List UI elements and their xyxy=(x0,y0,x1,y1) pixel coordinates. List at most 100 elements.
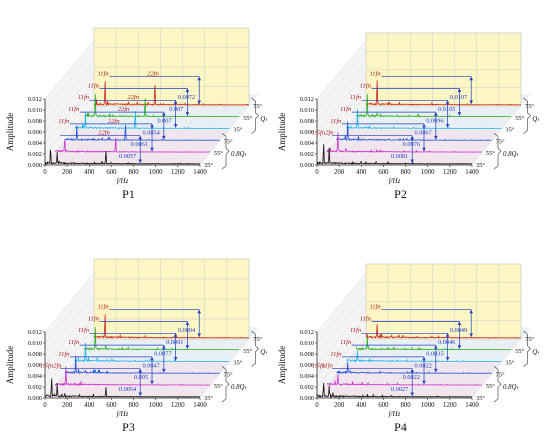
x-tick-label: 1400 xyxy=(193,402,207,409)
group-label: Qₜ xyxy=(260,116,268,123)
grid-line xyxy=(316,94,367,155)
x-tick-label: 200 xyxy=(62,169,73,176)
arrow-head xyxy=(138,159,143,163)
annotation-value: 0.0076 xyxy=(403,141,420,148)
series-line xyxy=(93,314,250,339)
annotation-value: 0.0067 xyxy=(414,129,431,136)
grid-line xyxy=(449,338,500,399)
x-tick-label: 800 xyxy=(128,169,139,176)
annotation-value: 0.0072 xyxy=(178,94,195,101)
y-tick-label: 0.004 xyxy=(28,373,43,380)
series-label: 55° xyxy=(486,150,495,157)
arrow-head xyxy=(173,333,178,337)
arrow-head xyxy=(457,321,462,325)
series-label: 35° xyxy=(476,395,485,402)
x-tick-label: 0 xyxy=(43,402,47,409)
x-tick-label: 0 xyxy=(43,169,47,176)
peak-label: 11fn xyxy=(369,71,381,78)
annotation-value: 0.0027 xyxy=(391,386,408,393)
group-brace xyxy=(251,97,259,134)
peak-label: 22fn xyxy=(108,118,120,125)
floor-band xyxy=(74,117,240,130)
arrow-head xyxy=(185,321,190,325)
grid-line xyxy=(155,338,205,399)
floor-band xyxy=(45,386,210,398)
y-tick-label: 0.010 xyxy=(28,340,42,347)
peak-label: 11fn xyxy=(350,327,362,334)
y-tick-label: 0.000 xyxy=(28,395,42,402)
arrow-head xyxy=(422,147,426,152)
annotation-value: 0.007 xyxy=(157,118,171,125)
series-line xyxy=(336,362,492,375)
group-label: 0.8Qₜ xyxy=(231,151,247,158)
grid-line xyxy=(44,50,95,111)
series-line xyxy=(83,327,240,351)
y-tick-label: 0.002 xyxy=(300,384,314,391)
peak-label: 22fn xyxy=(98,130,110,137)
peak-label: 1.5fn xyxy=(312,130,326,137)
floor-band xyxy=(336,362,502,375)
floor-band xyxy=(54,374,220,387)
y-tick-label: 0.000 xyxy=(28,162,42,169)
panel-p4: 0.000 0.002 0.004 0.006 0.008 0.010 0.012 0 200 4… xyxy=(277,263,540,434)
group-label: 0.8Qₜ xyxy=(231,384,247,391)
x-tick-label: 1000 xyxy=(421,402,435,409)
peak-label: 11fn xyxy=(350,94,362,101)
group-brace xyxy=(493,133,502,170)
peak-label: 1.5fn xyxy=(40,363,54,370)
peak-label: 11fn xyxy=(58,351,70,358)
series-label: 35° xyxy=(476,162,485,169)
arrow-head xyxy=(162,345,166,349)
peak-label: 11fn xyxy=(340,106,352,113)
grid-line xyxy=(316,39,367,100)
grid-line xyxy=(427,338,477,399)
series-line xyxy=(54,366,210,387)
annotation-value: 0.0077 xyxy=(154,351,171,358)
series-label: 75° xyxy=(525,336,534,343)
annotation-value: 0.0057 xyxy=(119,153,136,160)
y-tick-label: 0.010 xyxy=(28,107,42,114)
y-tick-label: 0.012 xyxy=(300,329,314,336)
x-axis-label: f/Hz xyxy=(117,177,129,185)
grid-line xyxy=(44,272,95,333)
group-brace xyxy=(493,366,502,403)
series-label: 75° xyxy=(496,138,505,145)
peak-label: 11fn xyxy=(330,351,342,358)
arrow-head xyxy=(445,333,450,337)
series-line xyxy=(44,149,201,165)
grid-line xyxy=(44,305,95,366)
arrow-head xyxy=(457,88,462,92)
grid-line xyxy=(316,72,367,133)
group-brace xyxy=(523,330,531,367)
series-label: 35° xyxy=(233,360,242,367)
y-tick-label: 0.004 xyxy=(300,140,315,147)
arrow-head xyxy=(138,392,143,396)
series-line xyxy=(64,124,220,142)
series-line xyxy=(44,378,201,398)
arrow-head xyxy=(150,147,154,152)
annotation-value: 0.0094 xyxy=(178,327,196,334)
floor-band xyxy=(346,350,512,363)
floor-band xyxy=(84,106,249,118)
group-label: 0.8Qₜ xyxy=(503,151,519,158)
series-label: 55° xyxy=(214,383,223,390)
arrow-head xyxy=(469,309,474,314)
arrow-head xyxy=(445,100,450,104)
arrow-head xyxy=(150,123,154,128)
grid-line xyxy=(316,283,367,344)
y-tick-label: 0.000 xyxy=(300,162,314,169)
arrow-head xyxy=(434,368,438,373)
y-axis-label: Amplitude xyxy=(5,346,15,385)
peak-label: 11fn xyxy=(78,94,90,101)
x-tick-label: 1400 xyxy=(465,169,479,176)
series-label: 55° xyxy=(243,115,252,122)
arrow-head xyxy=(185,112,190,116)
series-line xyxy=(84,94,240,119)
series-label: 75° xyxy=(253,336,262,343)
peak-label: 11fn xyxy=(68,106,80,113)
arrow-head xyxy=(173,124,178,128)
series-line xyxy=(365,324,522,339)
y-tick-label: 0.006 xyxy=(28,362,42,369)
grid-line xyxy=(44,283,95,344)
x-tick-label: 1000 xyxy=(149,402,163,409)
